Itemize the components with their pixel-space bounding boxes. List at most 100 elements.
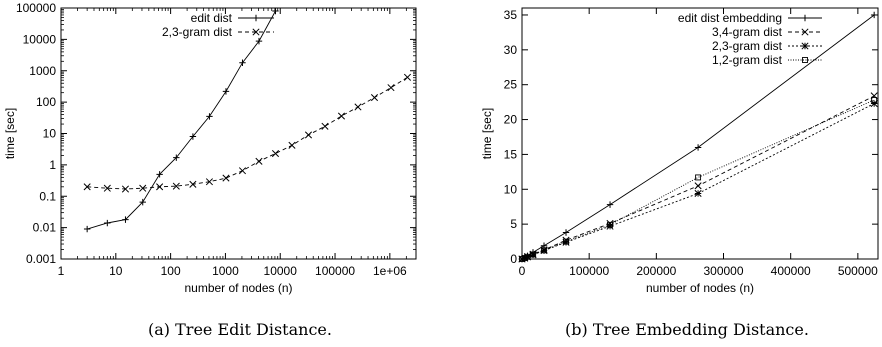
- data-point: [694, 182, 702, 190]
- data-point: [540, 247, 548, 255]
- series-2: [83, 73, 412, 193]
- data-point: [83, 225, 91, 233]
- data-point: [139, 198, 146, 206]
- series-3: [518, 99, 878, 263]
- legend-label: edit dist: [191, 11, 233, 25]
- x-tick-label: 10000: [264, 264, 298, 278]
- data-point: [189, 133, 197, 140]
- x-tick-label: 0: [519, 264, 526, 278]
- series-2: [518, 92, 878, 263]
- y-tick-label: 100: [36, 95, 56, 109]
- y-tick-label: 10000: [23, 32, 57, 46]
- data-point: [206, 113, 213, 120]
- legend-swatch-marker: [801, 28, 809, 36]
- legend-label: 3,4-gram dist: [712, 25, 783, 39]
- chart-panel-b: 0 100000 200000 300000 400000 500000 0 5 10 15 20 2…: [480, 7, 879, 295]
- legend-label: 1,2-gram dist: [712, 53, 783, 67]
- data-point: [189, 180, 197, 188]
- data-point: [122, 216, 129, 223]
- x-tick-label: 100000: [569, 264, 609, 278]
- y-tick-label: 1000: [29, 64, 56, 78]
- data-point: [121, 185, 130, 193]
- data-point: [272, 7, 279, 15]
- y-tick-label: 10: [43, 127, 57, 141]
- legend-swatch-marker: [252, 28, 260, 36]
- x-tick-label: 10: [109, 264, 123, 278]
- data-point: [255, 37, 263, 45]
- data-point: [304, 131, 313, 139]
- data-point: [530, 251, 536, 258]
- data-point: [173, 154, 180, 161]
- data-point: [870, 99, 878, 108]
- data-point: [104, 219, 111, 227]
- y-tick-label: 5: [510, 217, 517, 231]
- y-tick-label: 25: [504, 78, 518, 92]
- y-tick-label: 1: [49, 158, 56, 172]
- legend-swatch-marker: [802, 57, 808, 63]
- data-point: [607, 221, 613, 228]
- data-point: [337, 112, 346, 120]
- x-tick-label: 500000: [838, 264, 878, 278]
- y-tick-label: 30: [504, 43, 518, 57]
- data-point: [156, 183, 164, 191]
- series-4: [519, 97, 878, 262]
- legend-swatch-marker: [252, 14, 260, 22]
- series-1: [83, 7, 279, 233]
- legend-label: edit dist embedding: [678, 11, 782, 25]
- x-tick-label: 1000: [212, 264, 239, 278]
- data-point: [205, 178, 213, 186]
- y-tick-label: 15: [504, 147, 518, 161]
- x-tick-label: 1e+06: [373, 264, 407, 278]
- data-point: [524, 253, 531, 260]
- x-tick-label: 100000: [315, 264, 355, 278]
- x-tick-label: 300000: [703, 264, 743, 278]
- x-axis-label: number of nodes (n): [646, 281, 754, 295]
- data-point: [694, 189, 702, 198]
- data-point: [255, 157, 263, 165]
- data-point: [606, 222, 614, 230]
- data-point: [562, 229, 570, 236]
- y-axis-label: time [sec]: [3, 108, 17, 159]
- series-line: [521, 95, 875, 260]
- data-point: [870, 11, 878, 19]
- data-point: [172, 182, 180, 190]
- data-point: [354, 103, 362, 111]
- chart-panel-a: 1 10 100 1000 10000 100000 1e+06 0.001 0.01 0.1 1 1…: [3, 1, 417, 295]
- series-line: [87, 10, 276, 230]
- y-tick-label: 10: [504, 182, 518, 196]
- data-point: [529, 251, 537, 259]
- data-point: [871, 97, 878, 103]
- plot-frame: [521, 7, 879, 260]
- data-point: [370, 93, 379, 102]
- data-point: [387, 84, 395, 92]
- x-tick-label: 100: [161, 264, 181, 278]
- caption-b: (b) Tree Embedding Distance.: [565, 320, 809, 339]
- legend-label: 2,3-gram dist: [712, 39, 783, 53]
- y-tick-label: 100000: [16, 1, 56, 15]
- data-point: [606, 201, 614, 208]
- data-point: [238, 167, 247, 175]
- legend-swatch-marker: [801, 14, 809, 22]
- caption-a: (a) Tree Edit Distance.: [148, 320, 332, 339]
- y-tick-label: 0: [510, 252, 517, 266]
- x-tick-label: 1: [58, 264, 65, 278]
- data-point: [321, 122, 329, 130]
- y-tick-label: 0.1: [39, 189, 56, 203]
- data-point: [695, 174, 702, 181]
- data-point: [288, 141, 296, 149]
- series-line: [87, 76, 408, 190]
- x-axis-label: number of nodes (n): [184, 281, 292, 295]
- data-point: [271, 149, 280, 158]
- data-point: [103, 184, 111, 192]
- series-1: [518, 11, 878, 263]
- data-point: [403, 73, 412, 81]
- y-tick-label: 35: [504, 8, 518, 22]
- data-point: [222, 174, 230, 182]
- x-tick-label: 400000: [771, 264, 811, 278]
- y-tick-label: 0.001: [26, 252, 56, 266]
- data-point: [563, 238, 569, 245]
- data-point: [694, 144, 702, 151]
- legend-label: 2,3-gram dist: [162, 25, 233, 39]
- series-line: [521, 14, 875, 260]
